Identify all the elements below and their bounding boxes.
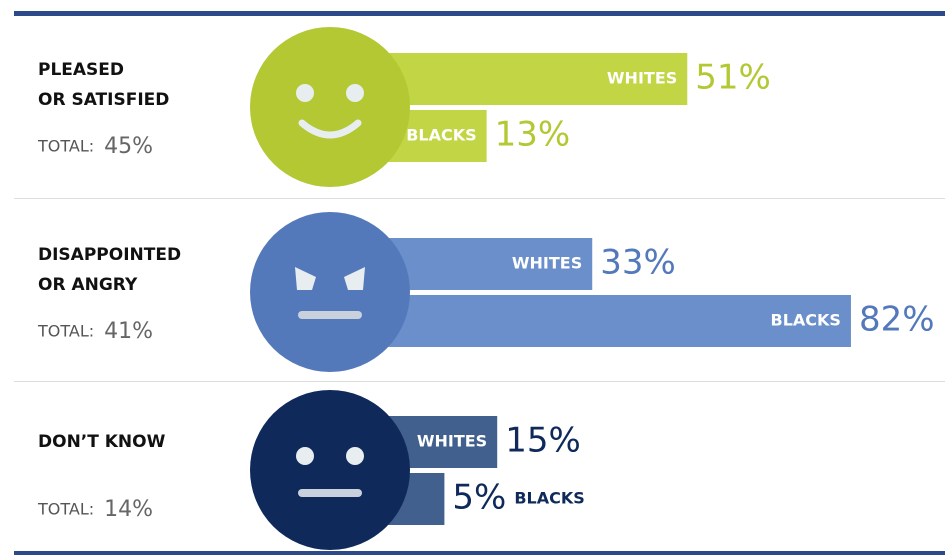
series-label: WHITES [607, 69, 677, 88]
category-label: OR SATISFIED [38, 90, 169, 110]
series-label: BLACKS [514, 489, 584, 508]
total-value: 14% [104, 497, 153, 522]
eye [295, 267, 316, 290]
total-label: TOTAL: [37, 500, 94, 519]
value-label: 51% [695, 58, 771, 98]
value-label: 15% [505, 421, 581, 461]
value-label: 13% [495, 115, 571, 155]
total-label: TOTAL: [37, 137, 94, 156]
eye [344, 267, 365, 290]
separator [14, 381, 945, 382]
eye [296, 447, 314, 465]
labels: PLEASED OR SATISFIED TOTAL: 45% WHITES 51% BLA… [37, 58, 935, 523]
total-value: 41% [104, 319, 153, 344]
bottom-rule [14, 551, 945, 555]
face [250, 390, 410, 550]
eye [346, 84, 364, 102]
series-label: BLACKS [771, 311, 841, 330]
top-rule [14, 11, 945, 16]
mouth [298, 489, 362, 497]
series-label: BLACKS [406, 126, 476, 145]
faces [250, 27, 410, 550]
eye [296, 84, 314, 102]
mouth [298, 311, 362, 319]
face [250, 27, 410, 187]
value-label: 5% [452, 478, 506, 518]
total-label: TOTAL: [37, 322, 94, 341]
value-label: 33% [600, 243, 676, 283]
series-label: WHITES [512, 254, 582, 273]
eye [346, 447, 364, 465]
series-label: WHITES [417, 432, 487, 451]
bar [338, 295, 851, 347]
category-label: PLEASED [38, 60, 124, 80]
separator [14, 198, 945, 199]
mouth [298, 119, 362, 139]
category-label: DISAPPOINTED [38, 245, 181, 265]
category-label: DON’T KNOW [38, 432, 166, 452]
bars [338, 53, 851, 525]
total-value: 45% [104, 134, 153, 159]
value-label: 82% [859, 300, 935, 340]
face [250, 212, 410, 372]
category-label: OR ANGRY [38, 275, 138, 295]
